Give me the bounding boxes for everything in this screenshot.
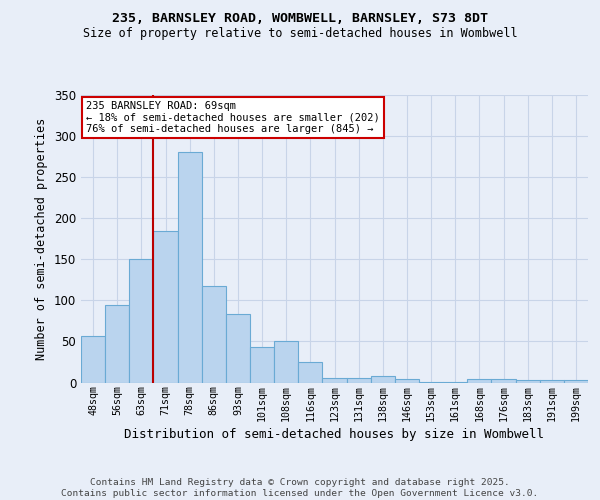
Bar — [491, 379, 515, 382]
Bar — [154, 230, 178, 382]
Y-axis label: Number of semi-detached properties: Number of semi-detached properties — [35, 118, 49, 360]
Text: 235, BARNSLEY ROAD, WOMBWELL, BARNSLEY, S73 8DT: 235, BARNSLEY ROAD, WOMBWELL, BARNSLEY, … — [112, 12, 488, 26]
Bar — [540, 380, 564, 382]
Text: Size of property relative to semi-detached houses in Wombwell: Size of property relative to semi-detach… — [83, 28, 517, 40]
Bar — [298, 362, 322, 382]
Bar — [322, 378, 347, 382]
Bar — [105, 306, 129, 382]
Bar — [395, 379, 419, 382]
Bar — [202, 286, 226, 382]
Text: Contains HM Land Registry data © Crown copyright and database right 2025.
Contai: Contains HM Land Registry data © Crown c… — [61, 478, 539, 498]
X-axis label: Distribution of semi-detached houses by size in Wombwell: Distribution of semi-detached houses by … — [125, 428, 545, 441]
Bar — [515, 380, 540, 382]
Text: 235 BARNSLEY ROAD: 69sqm
← 18% of semi-detached houses are smaller (202)
76% of : 235 BARNSLEY ROAD: 69sqm ← 18% of semi-d… — [86, 101, 380, 134]
Bar — [178, 152, 202, 382]
Bar — [129, 260, 154, 382]
Bar — [467, 379, 491, 382]
Bar — [226, 314, 250, 382]
Bar — [347, 378, 371, 382]
Bar — [274, 342, 298, 382]
Bar — [564, 380, 588, 382]
Bar — [250, 347, 274, 382]
Bar — [371, 376, 395, 382]
Bar — [81, 336, 105, 382]
